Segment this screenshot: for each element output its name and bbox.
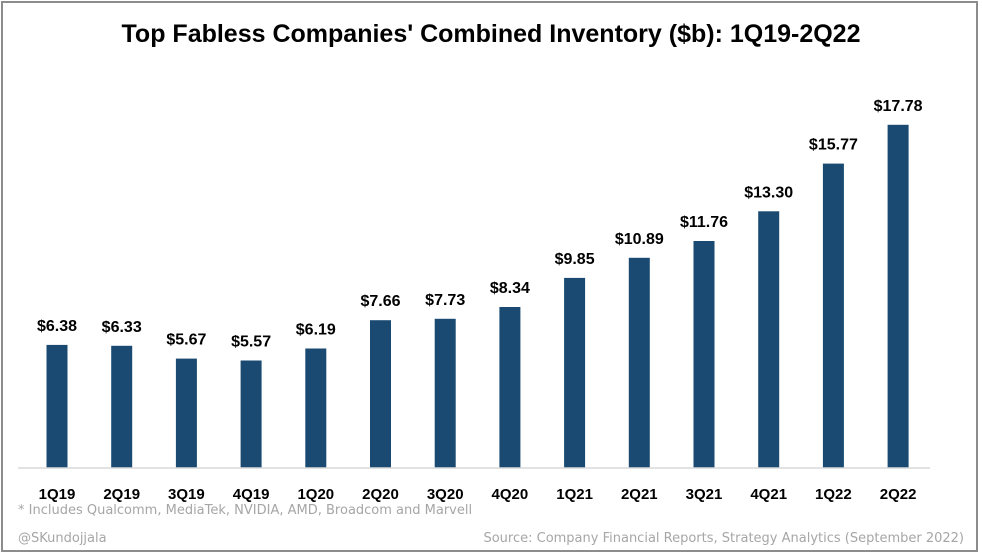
bar-4Q20 — [499, 307, 521, 468]
x-tick-label-2Q21: 2Q21 — [621, 486, 658, 503]
x-tick-label-2Q19: 2Q19 — [103, 486, 140, 503]
x-tick-label-3Q19: 3Q19 — [168, 486, 205, 503]
bar-3Q21 — [693, 241, 715, 468]
x-tick-label-4Q20: 4Q20 — [492, 486, 529, 503]
bar-2Q20 — [370, 320, 391, 468]
bar-1Q20 — [305, 348, 327, 468]
x-tick-label-2Q22: 2Q22 — [880, 486, 917, 503]
chart-title: Top Fabless Companies' Combined Inventor… — [121, 20, 861, 48]
data-label-4Q20: $8.34 — [490, 280, 530, 297]
data-label-4Q21: $13.30 — [744, 184, 793, 201]
data-label-1Q21: $9.85 — [555, 251, 595, 268]
x-tick-label-1Q22: 1Q22 — [815, 486, 852, 503]
data-label-3Q21: $11.76 — [680, 214, 728, 231]
author-handle: @SKundojjala — [18, 531, 107, 546]
data-label-2Q22: $17.78 — [874, 98, 923, 115]
footnote: * Includes Qualcomm, MediaTek, NVIDIA, A… — [18, 503, 473, 518]
data-label-2Q20: $7.66 — [360, 293, 400, 310]
data-label-4Q19: $5.57 — [231, 334, 271, 351]
bar-4Q21 — [758, 211, 780, 469]
x-tick-label-1Q19: 1Q19 — [39, 486, 76, 503]
x-tick-label-1Q21: 1Q21 — [556, 486, 593, 503]
data-label-3Q20: $7.73 — [425, 292, 465, 309]
bar-2Q22 — [887, 124, 909, 469]
category-labels-group: 1Q19 2Q19 3Q19 4Q19 1Q20 2Q20 3Q20 4Q20 1Q21 2Q21… — [39, 486, 917, 503]
bar-1Q21 — [564, 277, 586, 468]
data-label-1Q22: $15.77 — [809, 137, 858, 154]
bars-group — [46, 124, 909, 469]
x-tick-label-3Q21: 3Q21 — [686, 486, 723, 503]
data-label-3Q19: $5.67 — [166, 332, 206, 349]
bar-4Q19 — [240, 360, 262, 468]
value-labels-group: $6.38 $6.33 $5.67 $5.57 $6.19 $7.66 $7.73 $8.34… — [37, 98, 923, 351]
data-label-1Q20: $6.19 — [296, 322, 336, 339]
bar-3Q19 — [175, 358, 197, 468]
x-tick-label-4Q21: 4Q21 — [750, 486, 787, 503]
x-tick-label-2Q20: 2Q20 — [362, 486, 399, 503]
bar-2Q19 — [111, 345, 133, 468]
bar-2Q21 — [628, 257, 650, 468]
x-tick-label-1Q20: 1Q20 — [297, 486, 334, 503]
data-label-2Q19: $6.33 — [102, 319, 142, 336]
bar-3Q20 — [434, 318, 456, 468]
data-label-1Q19: $6.38 — [37, 318, 77, 335]
x-tick-label-3Q20: 3Q20 — [427, 486, 464, 503]
bar-1Q19 — [46, 344, 68, 468]
x-tick-label-4Q19: 4Q19 — [233, 486, 270, 503]
data-label-2Q21: $10.89 — [615, 231, 664, 248]
bar-1Q22 — [822, 163, 844, 468]
source-note: Source: Company Financial Reports, Strat… — [483, 531, 964, 546]
